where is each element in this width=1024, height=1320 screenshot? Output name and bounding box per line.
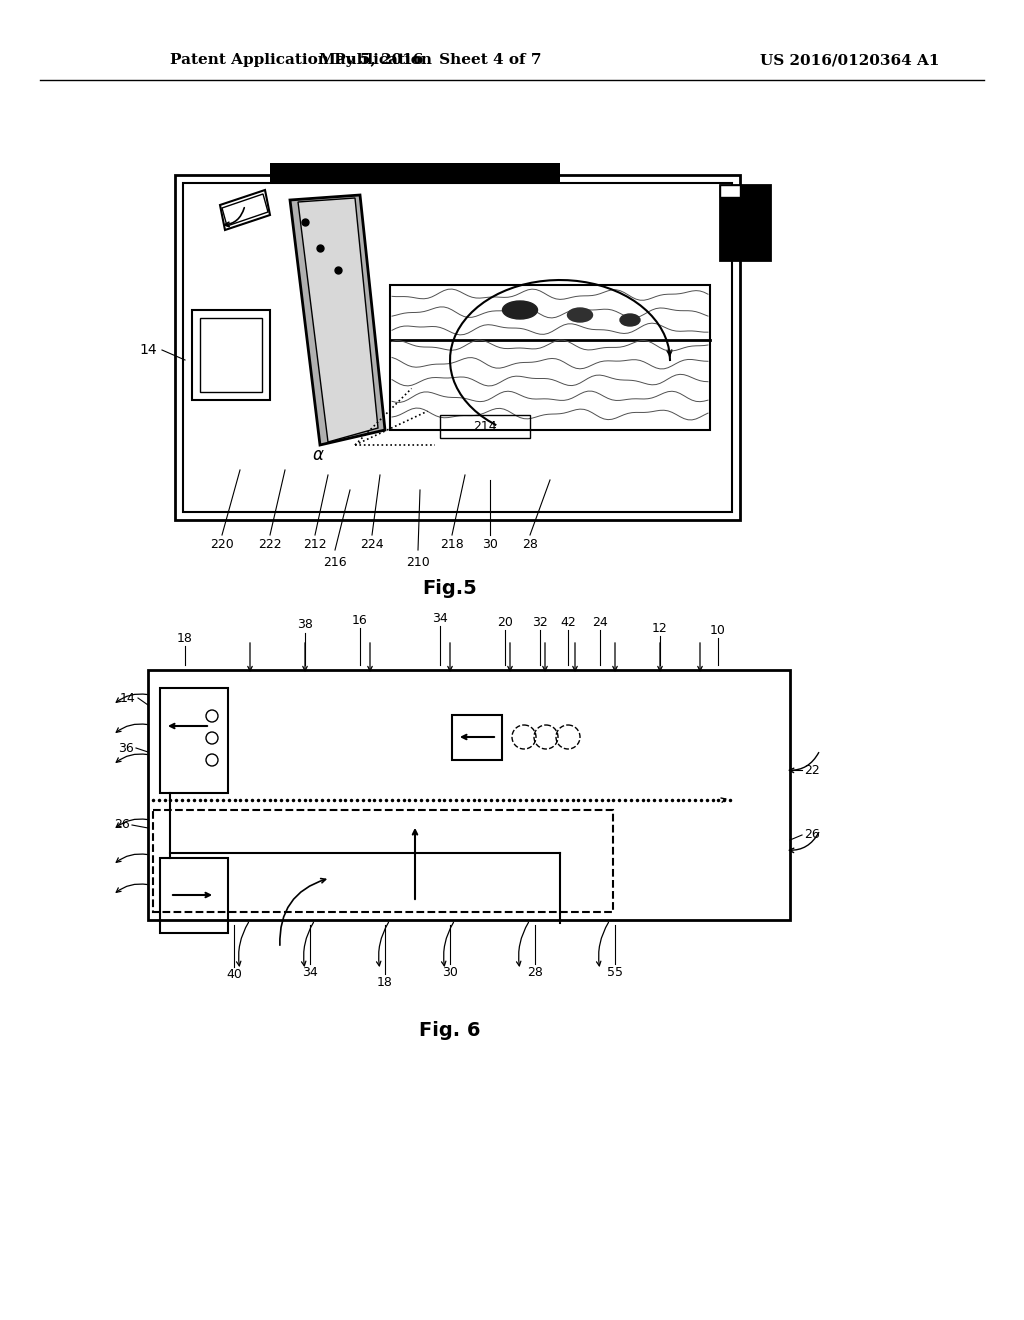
Text: 24: 24 bbox=[592, 615, 608, 628]
Text: 224: 224 bbox=[360, 539, 384, 552]
Text: 18: 18 bbox=[177, 631, 193, 644]
Ellipse shape bbox=[503, 301, 538, 319]
Text: 16: 16 bbox=[352, 614, 368, 627]
Bar bbox=[183, 183, 732, 512]
Text: 212: 212 bbox=[303, 539, 327, 552]
Text: Fig.5: Fig.5 bbox=[423, 578, 477, 598]
Text: 28: 28 bbox=[522, 539, 538, 552]
Text: $\beta$: $\beta$ bbox=[334, 418, 346, 441]
Text: May 5, 2016   Sheet 4 of 7: May 5, 2016 Sheet 4 of 7 bbox=[318, 53, 542, 67]
Text: Patent Application Publication: Patent Application Publication bbox=[170, 53, 432, 67]
Bar bbox=[193, 310, 270, 400]
Text: US 2016/0120364 A1: US 2016/0120364 A1 bbox=[760, 53, 939, 67]
Text: 20: 20 bbox=[497, 615, 513, 628]
Text: 218: 218 bbox=[440, 539, 464, 552]
Text: 220: 220 bbox=[210, 539, 233, 552]
Text: Fig. 6: Fig. 6 bbox=[419, 1020, 480, 1040]
Text: 30: 30 bbox=[442, 965, 458, 978]
Text: 12: 12 bbox=[652, 622, 668, 635]
Text: 14: 14 bbox=[139, 343, 157, 356]
Bar bbox=[720, 185, 740, 197]
Text: 40: 40 bbox=[226, 969, 242, 982]
Text: 32: 32 bbox=[532, 615, 548, 628]
Text: 28: 28 bbox=[527, 965, 543, 978]
Bar bbox=[175, 176, 740, 520]
Bar bbox=[390, 285, 710, 430]
Text: 30: 30 bbox=[482, 539, 498, 552]
Ellipse shape bbox=[567, 308, 593, 322]
Bar bbox=[160, 858, 228, 933]
Bar bbox=[160, 688, 228, 793]
Text: 14: 14 bbox=[120, 692, 136, 705]
Text: 210: 210 bbox=[407, 556, 430, 569]
Text: 34: 34 bbox=[302, 965, 317, 978]
Ellipse shape bbox=[620, 314, 640, 326]
Text: $\alpha$: $\alpha$ bbox=[311, 446, 325, 465]
Text: 22: 22 bbox=[804, 763, 820, 776]
Text: 34: 34 bbox=[432, 611, 447, 624]
Bar bbox=[148, 671, 790, 920]
Text: 216: 216 bbox=[324, 556, 347, 569]
Text: 55: 55 bbox=[607, 965, 623, 978]
Bar bbox=[452, 715, 502, 760]
Bar bbox=[200, 318, 262, 392]
Text: 10: 10 bbox=[710, 623, 726, 636]
Text: 42: 42 bbox=[560, 615, 575, 628]
Text: 222: 222 bbox=[258, 539, 282, 552]
Bar bbox=[153, 810, 613, 912]
Bar bbox=[270, 162, 560, 183]
Text: 38: 38 bbox=[297, 619, 313, 631]
Bar bbox=[720, 185, 770, 260]
Text: 26: 26 bbox=[804, 829, 820, 842]
Text: 36: 36 bbox=[118, 742, 134, 755]
Bar bbox=[440, 414, 530, 438]
Text: 18: 18 bbox=[377, 975, 393, 989]
Polygon shape bbox=[290, 195, 385, 445]
Text: 214: 214 bbox=[473, 421, 497, 433]
Polygon shape bbox=[298, 198, 378, 442]
Text: 26: 26 bbox=[114, 818, 130, 832]
